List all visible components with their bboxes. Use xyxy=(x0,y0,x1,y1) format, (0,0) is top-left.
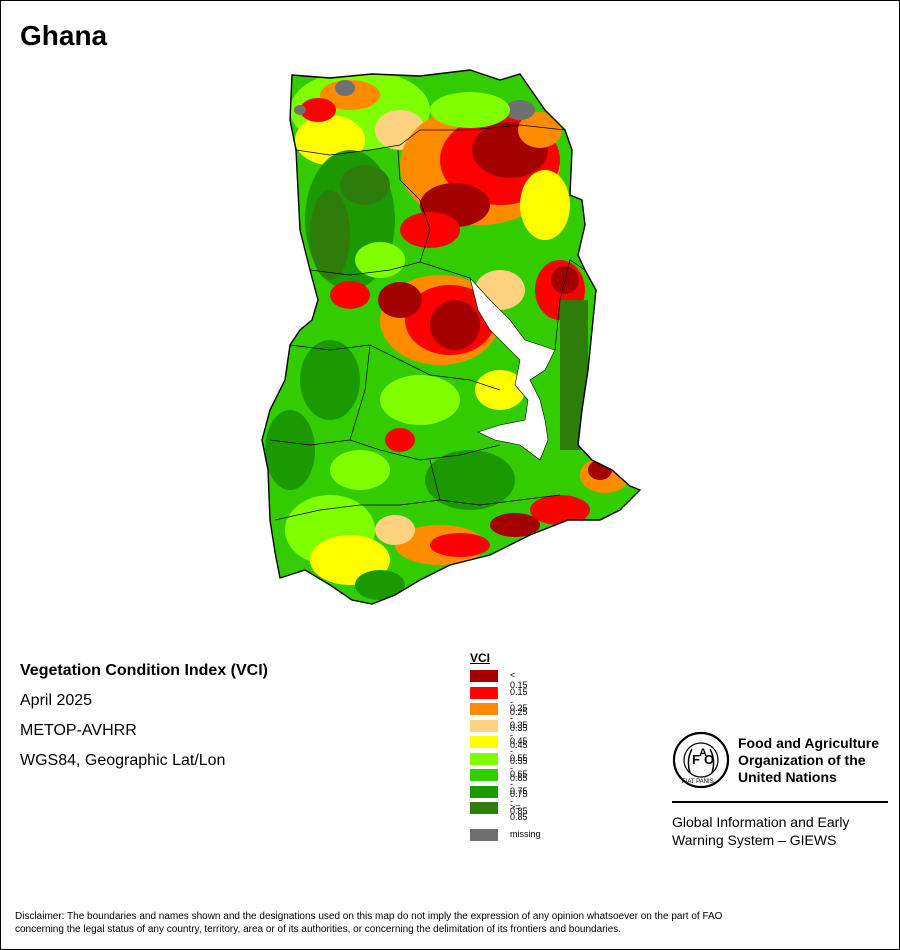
legend-label: 0.65 - 0.75 xyxy=(510,769,528,799)
sensor: METOP-AVHRR xyxy=(20,722,137,739)
legend-label: 0.35 - 0.45 xyxy=(510,719,528,750)
legend-title: VCI xyxy=(470,651,491,665)
svg-text:O: O xyxy=(704,752,714,767)
legend: VCI < 0.15 0.15 - 0.25 0.25 - 0.35 0.35 - 0… xyxy=(470,651,541,845)
index-name: Vegetation Condition Index (VCI) xyxy=(20,662,268,679)
giews-name: Global Information and Early Warning Sys… xyxy=(672,814,850,848)
legend-label: 0.75 - 0.85 xyxy=(510,785,528,816)
projection: WGS84, Geographic Lat/Lon xyxy=(20,752,226,769)
legend-swatch xyxy=(470,769,498,781)
legend-swatch xyxy=(470,785,498,798)
fao-name: Food and Agriculture Organization of the… xyxy=(738,735,880,785)
legend-swatch xyxy=(470,802,498,814)
legend-item: 0.45 - 0.55 xyxy=(470,735,528,766)
legend-swatch xyxy=(470,752,498,765)
legend-item: 0.15 - 0.25 xyxy=(470,686,528,717)
legend-item: 0.75 - 0.85 xyxy=(470,785,528,816)
fao-logo-icon: F A O FIAT PANIS xyxy=(672,731,730,789)
svg-text:F: F xyxy=(692,752,700,767)
map-title: Ghana xyxy=(20,20,108,51)
legend-swatch xyxy=(470,736,498,748)
period: April 2025 xyxy=(20,692,93,709)
legend-label: 0.15 - 0.25 xyxy=(510,686,528,717)
legend-swatch xyxy=(470,686,498,699)
legend-label: >= 0.85 xyxy=(510,802,528,822)
svg-text:A: A xyxy=(699,747,707,759)
map-info: Vegetation Condition Index (VCI) April 2… xyxy=(20,656,268,776)
legend-item: 0.55 - 0.65 xyxy=(470,752,528,783)
legend-swatch xyxy=(470,719,498,732)
disclaimer: Disclaimer: The boundaries and names sho… xyxy=(15,911,723,935)
legend-label: 0.55 - 0.65 xyxy=(510,752,528,783)
legend-label: 0.25 - 0.35 xyxy=(510,703,528,733)
vci-raster xyxy=(262,70,640,604)
legend-item: 0.25 - 0.35 xyxy=(470,702,528,733)
legend-item: >= 0.85 xyxy=(470,801,528,822)
legend-label: < 0.15 xyxy=(510,670,528,690)
region-boundaries xyxy=(269,124,586,521)
legend-label: 0.45 - 0.55 xyxy=(510,736,528,766)
legend-label: missing xyxy=(510,828,541,839)
legend-item-missing: missing xyxy=(470,828,541,845)
legend-swatch xyxy=(470,828,498,841)
lake-volta xyxy=(469,277,556,461)
divider xyxy=(672,801,888,803)
legend-swatch xyxy=(470,670,498,682)
vci-map xyxy=(261,69,641,605)
legend-item: 0.35 - 0.45 xyxy=(470,719,528,750)
legend-item: < 0.15 xyxy=(470,669,528,690)
legend-swatch xyxy=(470,703,498,715)
legend-item: 0.65 - 0.75 xyxy=(470,768,528,799)
svg-text:FIAT PANIS: FIAT PANIS xyxy=(682,779,714,785)
